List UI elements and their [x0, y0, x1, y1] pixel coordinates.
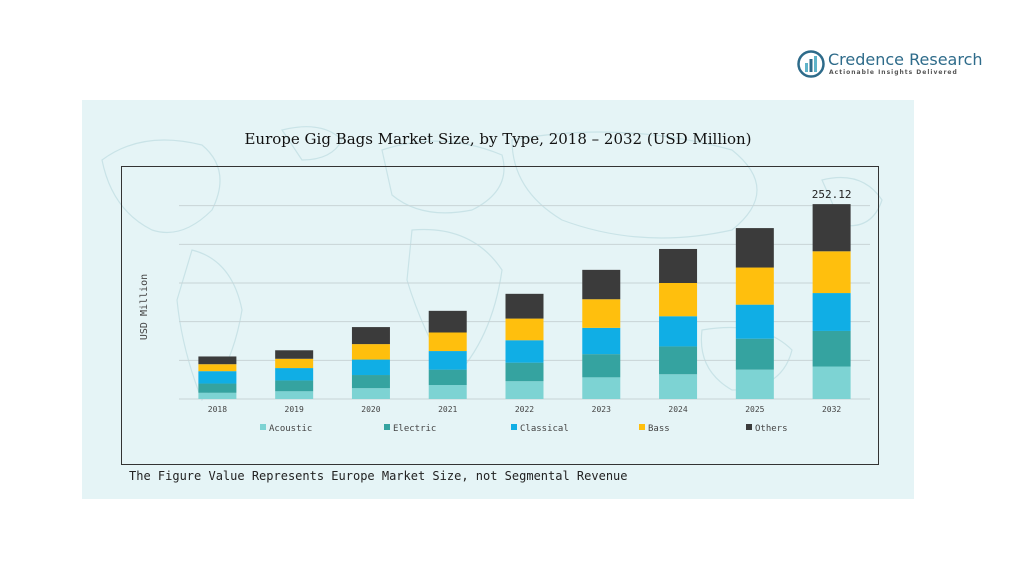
chart-area: USD Million 2018 2019 2020 2021 2022 2023 2024…	[121, 166, 879, 465]
bar-segment-others	[428, 310, 467, 333]
bar-segment-bass	[275, 358, 314, 369]
bar-segment-classical	[198, 371, 237, 384]
bar-segment-acoustic	[428, 385, 467, 399]
bar-segment-others	[582, 269, 621, 300]
legend-swatch-classical	[511, 424, 517, 430]
x-tick-label: 2022	[515, 405, 534, 414]
figure-footnote: The Figure Value Represents Europe Marke…	[129, 469, 628, 483]
bar-segment-classical	[275, 368, 314, 381]
bar-segment-others	[659, 248, 698, 283]
bar-segment-bass	[428, 332, 467, 352]
legend-label-others: Others	[755, 424, 788, 434]
bar-segment-electric	[351, 375, 390, 389]
bar-segment-electric	[582, 354, 621, 378]
bar-segment-acoustic	[505, 381, 544, 399]
brand-name: Credence Research	[828, 50, 983, 69]
bar-segment-classical	[582, 327, 621, 355]
bar-segment-electric	[428, 369, 467, 386]
legend-swatch-electric	[384, 424, 390, 430]
bar-segment-electric	[275, 380, 314, 392]
bar-segment-bass	[812, 251, 851, 294]
x-tick-label: 2019	[285, 405, 304, 414]
bar-segment-electric	[735, 338, 774, 370]
stacked-bar-chart: USD Million 2018 2019 2020 2021 2022 2023 2024…	[139, 188, 870, 434]
bar-segment-bass	[198, 364, 237, 372]
legend-swatch-bass	[639, 424, 645, 430]
bar-segment-acoustic	[659, 374, 698, 399]
bar-segment-classical	[505, 340, 544, 363]
x-tick-label: 2020	[361, 405, 380, 414]
bar-segment-acoustic	[198, 392, 237, 399]
y-axis-label: USD Million	[139, 274, 150, 340]
bar-segment-electric	[505, 362, 544, 382]
bar-segment-bass	[351, 344, 390, 360]
legend-label-classical: Classical	[520, 424, 569, 434]
bar-segment-acoustic	[582, 377, 621, 399]
bar-segment-others	[505, 293, 544, 319]
brand-tagline: Actionable Insights Delivered	[829, 69, 958, 76]
bar-segment-acoustic	[735, 369, 774, 399]
x-tick-label: 2023	[592, 405, 611, 414]
bar-segment-classical	[428, 351, 467, 370]
bar-chart-logo-icon	[797, 50, 825, 78]
data-label-total: 252.12	[812, 188, 852, 201]
legend-label-electric: Electric	[393, 424, 436, 434]
bar-segment-bass	[735, 267, 774, 305]
x-tick-label: 2021	[438, 405, 457, 414]
bar-segment-classical	[812, 293, 851, 331]
bar-segment-bass	[582, 299, 621, 328]
world-map-background	[101, 126, 883, 402]
legend-label-acoustic: Acoustic	[269, 424, 312, 434]
bar-segment-others	[812, 204, 851, 252]
chart-panel: Europe Gig Bags Market Size, by Type, 20…	[82, 100, 914, 499]
bar-segment-acoustic	[275, 391, 314, 399]
x-tick-label: 2024	[668, 405, 687, 414]
x-tick-label: 2032	[822, 405, 841, 414]
bar-segment-classical	[659, 316, 698, 347]
bar-segment-acoustic	[812, 366, 851, 399]
bar-segment-electric	[198, 383, 237, 393]
bar-segment-classical	[351, 359, 390, 376]
bar-segment-classical	[735, 304, 774, 339]
chart-title: Europe Gig Bags Market Size, by Type, 20…	[244, 130, 752, 148]
bar-segment-bass	[659, 283, 698, 317]
bar-segment-others	[351, 327, 390, 345]
x-tick-label: 2025	[745, 405, 764, 414]
credence-research-logo: Credence Research Actionable Insights De…	[797, 50, 983, 80]
x-tick-label: 2018	[208, 405, 227, 414]
bar-segment-bass	[505, 318, 544, 341]
bar-segment-others	[275, 350, 314, 359]
bar-segment-electric	[659, 346, 698, 375]
bar-segment-others	[198, 356, 237, 365]
legend-swatch-acoustic	[260, 424, 266, 430]
bar-segment-others	[735, 228, 774, 268]
bar-segment-electric	[812, 330, 851, 367]
legend-label-bass: Bass	[648, 424, 670, 434]
legend-swatch-others	[746, 424, 752, 430]
bar-segment-acoustic	[351, 388, 390, 399]
